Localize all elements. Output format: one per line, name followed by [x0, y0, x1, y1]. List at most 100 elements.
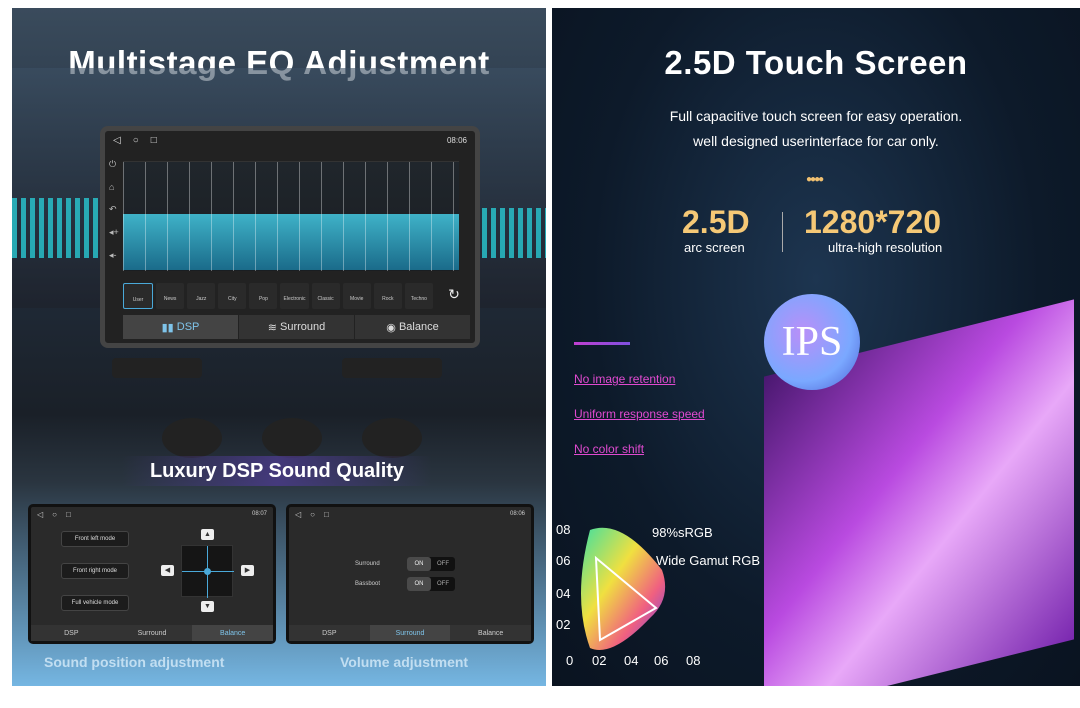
tab-surround[interactable]: ≋ Surround — [239, 315, 355, 339]
y-tick-02: 02 — [556, 617, 571, 632]
home-icon[interactable]: ○ — [52, 509, 57, 519]
knob-center — [262, 418, 322, 458]
surround-toggle[interactable]: ON OFF — [407, 557, 455, 571]
eq-wave-left — [12, 198, 102, 258]
y-tick-08: 08 — [556, 522, 571, 537]
surround-on[interactable]: ON — [407, 557, 431, 571]
volume-down-icon[interactable]: ◂- — [109, 250, 117, 260]
dsp-banner: Luxury DSP Sound Quality — [122, 456, 432, 486]
spec-arc-value: 2.5D — [682, 204, 750, 240]
tab-surround[interactable]: Surround — [111, 625, 193, 641]
arrow-down-icon[interactable]: ▼ — [201, 601, 214, 612]
gamut-shape — [581, 527, 666, 650]
surround-icon: ≋ — [267, 321, 280, 334]
balance-point[interactable] — [204, 568, 211, 575]
mini-status-bar: ◁ ○ □ 08:07 — [31, 507, 273, 521]
right-panel: 2.5D Touch Screen Full capacitive touch … — [552, 8, 1080, 686]
home-side-icon[interactable]: ⌂ — [109, 182, 115, 192]
touch-title: 2.5D Touch Screen — [664, 44, 968, 81]
eq-wave-right — [482, 208, 546, 258]
preset-movie[interactable]: Movie — [342, 283, 371, 309]
y-tick-04: 04 — [556, 586, 571, 601]
arrow-right-icon[interactable]: ▶ — [241, 565, 254, 576]
feature-uniform-response: Uniform response speed — [574, 407, 705, 421]
volume-caption: Volume adjustment — [340, 654, 469, 670]
bassboot-on[interactable]: ON — [407, 577, 431, 591]
preset-city[interactable]: City — [218, 283, 247, 309]
volume-up-icon[interactable]: ◂+ — [109, 227, 119, 237]
bassboot-toggle[interactable]: ON OFF — [407, 577, 455, 591]
mini-tabs: DSP Surround Balance — [31, 625, 274, 641]
divider-dots: ●●●● — [806, 174, 824, 185]
tab-balance[interactable]: Balance — [192, 625, 274, 641]
subtitle-1: Full capacitive touch screen for easy op… — [669, 108, 963, 124]
dsp-icon: ▮▮ — [161, 321, 177, 334]
x-tick-04: 04 — [624, 653, 639, 668]
mini-time: 08:07 — [251, 511, 267, 517]
x-tick-08: 08 — [686, 653, 701, 668]
knob-left — [162, 418, 222, 458]
reset-icon[interactable]: ↻ — [448, 286, 460, 302]
recents-icon[interactable]: □ — [324, 509, 329, 519]
feature-no-image-retention: No image retention — [574, 372, 676, 386]
eq-fill — [123, 214, 459, 270]
spec-resolution-value: 1280*720 — [804, 204, 942, 240]
recents-icon[interactable]: □ — [150, 134, 157, 146]
preset-news[interactable]: News — [156, 283, 185, 309]
home-icon[interactable]: ○ — [132, 134, 139, 146]
x-tick-02: 02 — [592, 653, 607, 668]
mini-time: 08:06 — [509, 511, 525, 517]
home-icon[interactable]: ○ — [310, 509, 315, 519]
full-vehicle-mode-button[interactable]: Full vehicle mode — [61, 595, 129, 611]
preset-user[interactable]: User — [123, 283, 154, 309]
bassboot-off[interactable]: OFF — [437, 581, 449, 587]
back-icon[interactable]: ◁ — [113, 134, 121, 146]
recents-icon[interactable]: □ — [66, 509, 71, 519]
back-side-icon[interactable]: ↶ — [109, 204, 117, 214]
vent-right — [342, 358, 442, 378]
tab-surround[interactable]: Surround — [369, 625, 451, 641]
preset-rock[interactable]: Rock — [373, 283, 402, 309]
sound-tabs: ▮▮ DSP ≋ Surround ◉ Balance — [123, 315, 471, 339]
mini-tabs: DSP Surround Balance — [289, 625, 532, 641]
back-icon[interactable]: ◁ — [295, 509, 302, 519]
surround-off[interactable]: OFF — [437, 561, 449, 567]
front-right-mode-button[interactable]: Front right mode — [61, 563, 129, 579]
spec-resolution-label: ultra-high resolution — [828, 240, 943, 255]
back-icon[interactable]: ◁ — [37, 509, 44, 519]
balance-grid[interactable] — [181, 545, 234, 598]
preset-classic[interactable]: Classic — [311, 283, 340, 309]
tab-dsp[interactable]: ▮▮ DSP — [123, 315, 239, 339]
arrow-left-icon[interactable]: ◀ — [161, 565, 174, 576]
tab-balance[interactable]: Balance — [450, 625, 532, 641]
spec-divider — [782, 212, 783, 252]
surround-label: Surround — [355, 561, 380, 567]
color-gamut-chart — [581, 527, 666, 650]
preset-electronic[interactable]: Electronic — [280, 283, 309, 309]
x-tick-06: 06 — [654, 653, 669, 668]
volume-screen: ◁ ○ □ 08:06 Surround ON OFF Bassboot ON … — [286, 504, 534, 644]
eq-graph[interactable] — [123, 161, 459, 271]
arrow-up-icon[interactable]: ▲ — [201, 529, 214, 540]
balance-screen: ◁ ○ □ 08:07 Front left mode Front right … — [28, 504, 276, 644]
status-time: 08:06 — [446, 135, 467, 145]
head-unit-screen: ◁ ○ □ 08:06 ⏻ ⌂ ↶ ◂+ ◂- User News Jazz C… — [100, 126, 480, 348]
power-icon[interactable]: ⏻ — [109, 159, 117, 169]
tab-balance[interactable]: ◉ Balance — [355, 315, 471, 339]
tab-surround-label: Surround — [280, 321, 326, 333]
balance-icon: ◉ — [386, 321, 399, 334]
ips-badge: IPS — [764, 294, 860, 390]
tab-dsp[interactable]: DSP — [289, 625, 370, 641]
gamut-label-srgb: 98%sRGB — [652, 525, 713, 540]
vent-left — [112, 358, 202, 378]
bassboot-label: Bassboot — [355, 581, 381, 587]
sound-position-caption: Sound position adjustment — [44, 654, 225, 670]
preset-techno[interactable]: Techno — [404, 283, 433, 309]
front-left-mode-button[interactable]: Front left mode — [61, 531, 129, 547]
subtitle-2: well designed userinterface for car only… — [693, 133, 939, 149]
status-bar: ◁ ○ □ 08:06 — [105, 131, 475, 149]
tab-dsp[interactable]: DSP — [31, 625, 112, 641]
tab-balance-label: Balance — [398, 321, 439, 333]
preset-jazz[interactable]: Jazz — [187, 283, 216, 309]
preset-pop[interactable]: Pop — [249, 283, 278, 309]
